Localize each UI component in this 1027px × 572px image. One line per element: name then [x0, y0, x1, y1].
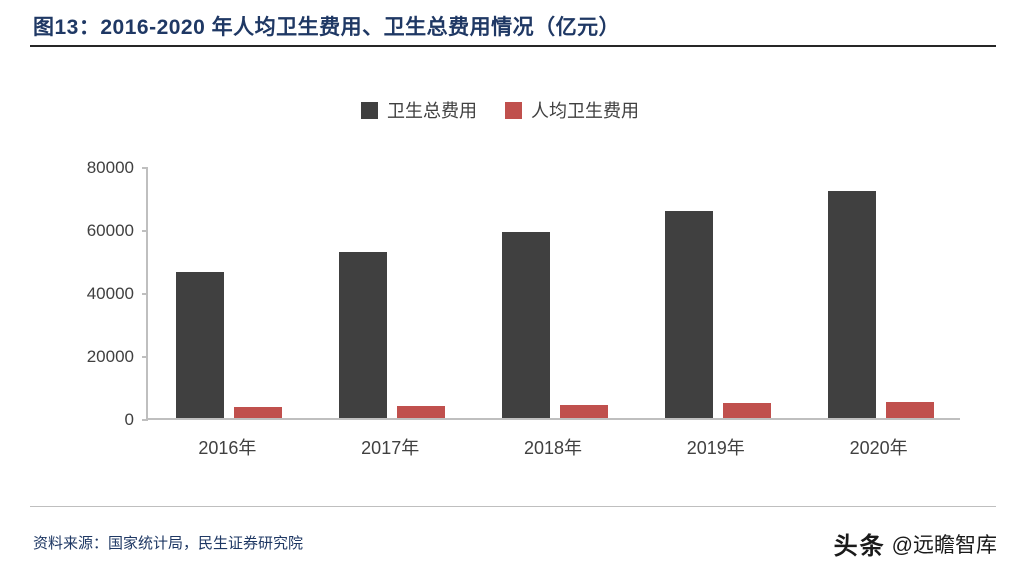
y-axis-tick — [142, 167, 148, 169]
y-axis-tick — [142, 356, 148, 358]
y-axis-label: 80000 — [86, 158, 134, 177]
bar-series0-2020年 — [827, 190, 876, 418]
y-axis-tick — [142, 293, 148, 295]
bar-series0-2019年 — [664, 210, 713, 418]
chart-legend: 卫生总费用 人均卫生费用 — [0, 97, 1000, 123]
legend-item-1: 人均卫生费用 — [505, 97, 639, 123]
watermark-handle: @远瞻智库 — [891, 533, 997, 557]
x-axis-labels: 2016年 2017年 2018年 2019年 2020年 — [146, 434, 960, 462]
x-axis-label: 2017年 — [361, 438, 420, 458]
bar-series1-2018年 — [560, 404, 608, 418]
legend-label: 人均卫生费用 — [531, 101, 639, 121]
bar-series0-2017年 — [339, 252, 388, 418]
x-axis-label: 2016年 — [198, 438, 257, 458]
legend-swatch-icon — [361, 101, 378, 119]
bar-series0-2018年 — [502, 231, 550, 418]
title-divider — [30, 45, 996, 47]
watermark: 头条 @远瞻智库 — [834, 526, 997, 561]
y-axis-label: 60000 — [86, 221, 134, 240]
y-axis-label: 40000 — [86, 284, 134, 303]
footer-divider — [30, 506, 996, 507]
source-text: 资料来源：国家统计局，民生证券研究院 — [33, 535, 304, 552]
bar-series1-2017年 — [397, 406, 446, 418]
y-axis-label: 0 — [124, 410, 134, 429]
y-axis-tick — [142, 230, 148, 232]
x-axis-label: 2020年 — [849, 438, 908, 458]
page-title: 图13：2016-2020 年人均卫生费用、卫生总费用情况（亿元） — [33, 16, 621, 39]
bar-series0-2016年 — [176, 271, 225, 418]
plot-area: 0 20000 40000 60000 80000 — [87, 158, 960, 429]
watermark-brand: 头条 — [833, 533, 886, 560]
bar-series1-2019年 — [722, 403, 771, 418]
bar-series1-2016年 — [234, 407, 283, 418]
plot-wrapper: 0 20000 40000 60000 80000 — [87, 158, 960, 429]
legend-swatch-icon — [505, 101, 522, 119]
x-axis-label: 2019年 — [686, 438, 745, 458]
y-axis-label: 20000 — [86, 347, 134, 366]
legend-label: 卫生总费用 — [387, 101, 477, 121]
x-axis-label: 2018年 — [523, 438, 583, 458]
y-axis-tick — [142, 419, 148, 421]
legend-item-0: 卫生总费用 — [361, 97, 477, 123]
bar-series1-2020年 — [885, 401, 934, 418]
